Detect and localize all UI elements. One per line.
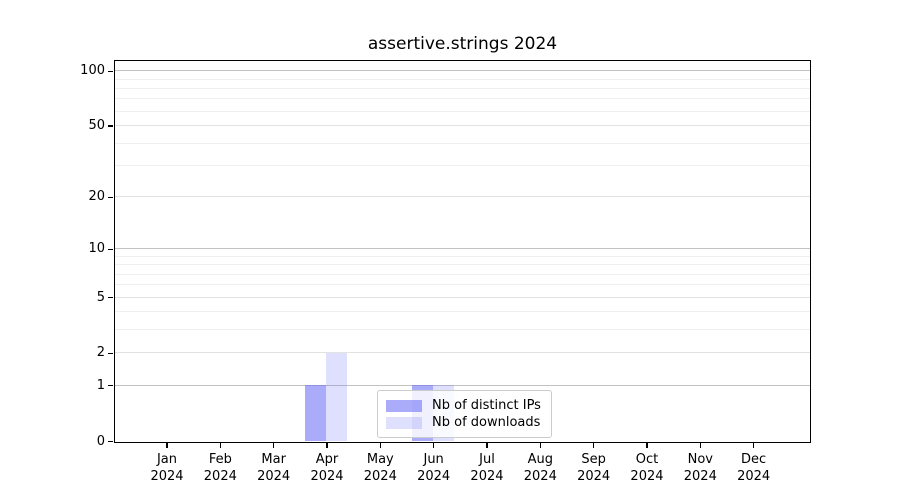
- x-tick-label-jun-2024: Jun 2024: [417, 452, 451, 484]
- bar-nb-of-distinct-ips-apr-2024: [305, 385, 327, 441]
- gridline-y-30: [115, 164, 810, 166]
- gridline-y-80: [115, 87, 810, 89]
- legend-swatch-distinct-ips-icon: [386, 399, 422, 412]
- bar-nb-of-downloads-apr-2024: [326, 352, 348, 441]
- x-tick-label-aug-2024: Aug 2024: [523, 452, 557, 484]
- gridline-y-7: [115, 273, 810, 275]
- y-tick-mark-100: [108, 70, 113, 72]
- y-tick-label-5: 5: [96, 289, 105, 305]
- gridline-y-2: [115, 352, 810, 354]
- x-tick-mark-dec-2024: [753, 443, 755, 448]
- x-tick-label-sep-2024: Sep 2024: [577, 452, 611, 484]
- y-tick-label-50: 50: [88, 118, 105, 134]
- bars-layer: [115, 61, 810, 442]
- x-tick-label-apr-2024: Apr 2024: [310, 452, 344, 484]
- gridline-y-1: [115, 384, 810, 386]
- legend-swatch-downloads-icon: [386, 416, 422, 429]
- y-tick-mark-5: [108, 297, 113, 299]
- x-tick-mark-may-2024: [379, 443, 381, 448]
- legend: Nb of distinct IPs Nb of downloads: [377, 390, 552, 438]
- gridline-y-20: [115, 196, 810, 198]
- gridline-y-10: [115, 248, 810, 250]
- legend-item-distinct-ips: Nb of distinct IPs: [386, 397, 541, 414]
- gridline-y-8: [115, 264, 810, 266]
- legend-label-downloads: Nb of downloads: [432, 415, 541, 430]
- gridlines-layer: [115, 61, 810, 442]
- y-tick-mark-10: [108, 248, 113, 250]
- gridline-y-60: [115, 110, 810, 112]
- x-tick-label-jul-2024: Jul 2024: [470, 452, 504, 484]
- plot-area: Nb of distinct IPs Nb of downloads: [114, 60, 811, 443]
- legend-item-downloads: Nb of downloads: [386, 414, 541, 431]
- x-tick-mark-aug-2024: [539, 443, 541, 448]
- y-tick-label-10: 10: [88, 241, 105, 257]
- y-tick-label-20: 20: [88, 189, 105, 205]
- gridline-y-5: [115, 296, 810, 298]
- x-tick-label-nov-2024: Nov 2024: [683, 452, 717, 484]
- x-tick-mark-oct-2024: [646, 443, 648, 448]
- x-tick-label-may-2024: May 2024: [363, 452, 397, 484]
- y-tick-label-100: 100: [80, 63, 105, 79]
- x-tick-mark-sep-2024: [593, 443, 595, 448]
- y-tick-mark-0: [108, 440, 113, 443]
- gridline-y-40: [115, 142, 810, 144]
- gridline-y-9: [115, 255, 810, 257]
- gridline-y-70: [115, 98, 810, 100]
- x-tick-mark-nov-2024: [699, 443, 701, 448]
- gridline-y-90: [115, 78, 810, 80]
- x-tick-label-dec-2024: Dec 2024: [737, 452, 771, 484]
- x-tick-mark-apr-2024: [326, 443, 328, 448]
- x-tick-mark-feb-2024: [219, 443, 221, 448]
- x-tick-mark-jul-2024: [486, 443, 488, 448]
- x-tick-mark-jan-2024: [166, 443, 168, 448]
- y-tick-label-0: 0: [96, 433, 105, 449]
- y-tick-mark-50: [108, 125, 113, 127]
- y-tick-label-1: 1: [96, 377, 105, 393]
- x-tick-label-feb-2024: Feb 2024: [203, 452, 237, 484]
- y-tick-label-2: 2: [96, 345, 105, 361]
- y-tick-mark-1: [108, 385, 113, 387]
- gridline-y-50: [115, 125, 810, 127]
- x-tick-label-mar-2024: Mar 2024: [257, 452, 291, 484]
- y-tick-mark-2: [108, 352, 113, 354]
- x-tick-label-oct-2024: Oct 2024: [630, 452, 664, 484]
- gridline-y-6: [115, 284, 810, 286]
- y-tick-mark-20: [108, 196, 113, 198]
- gridline-y-100: [115, 70, 810, 72]
- x-tick-mark-mar-2024: [273, 443, 275, 448]
- gridline-y-3: [115, 329, 810, 331]
- chart-title: assertive.strings 2024: [367, 34, 558, 54]
- gridline-y-4: [115, 311, 810, 313]
- x-tick-label-jan-2024: Jan 2024: [150, 452, 184, 484]
- legend-label-distinct-ips: Nb of distinct IPs: [432, 398, 541, 413]
- x-tick-mark-jun-2024: [433, 443, 435, 448]
